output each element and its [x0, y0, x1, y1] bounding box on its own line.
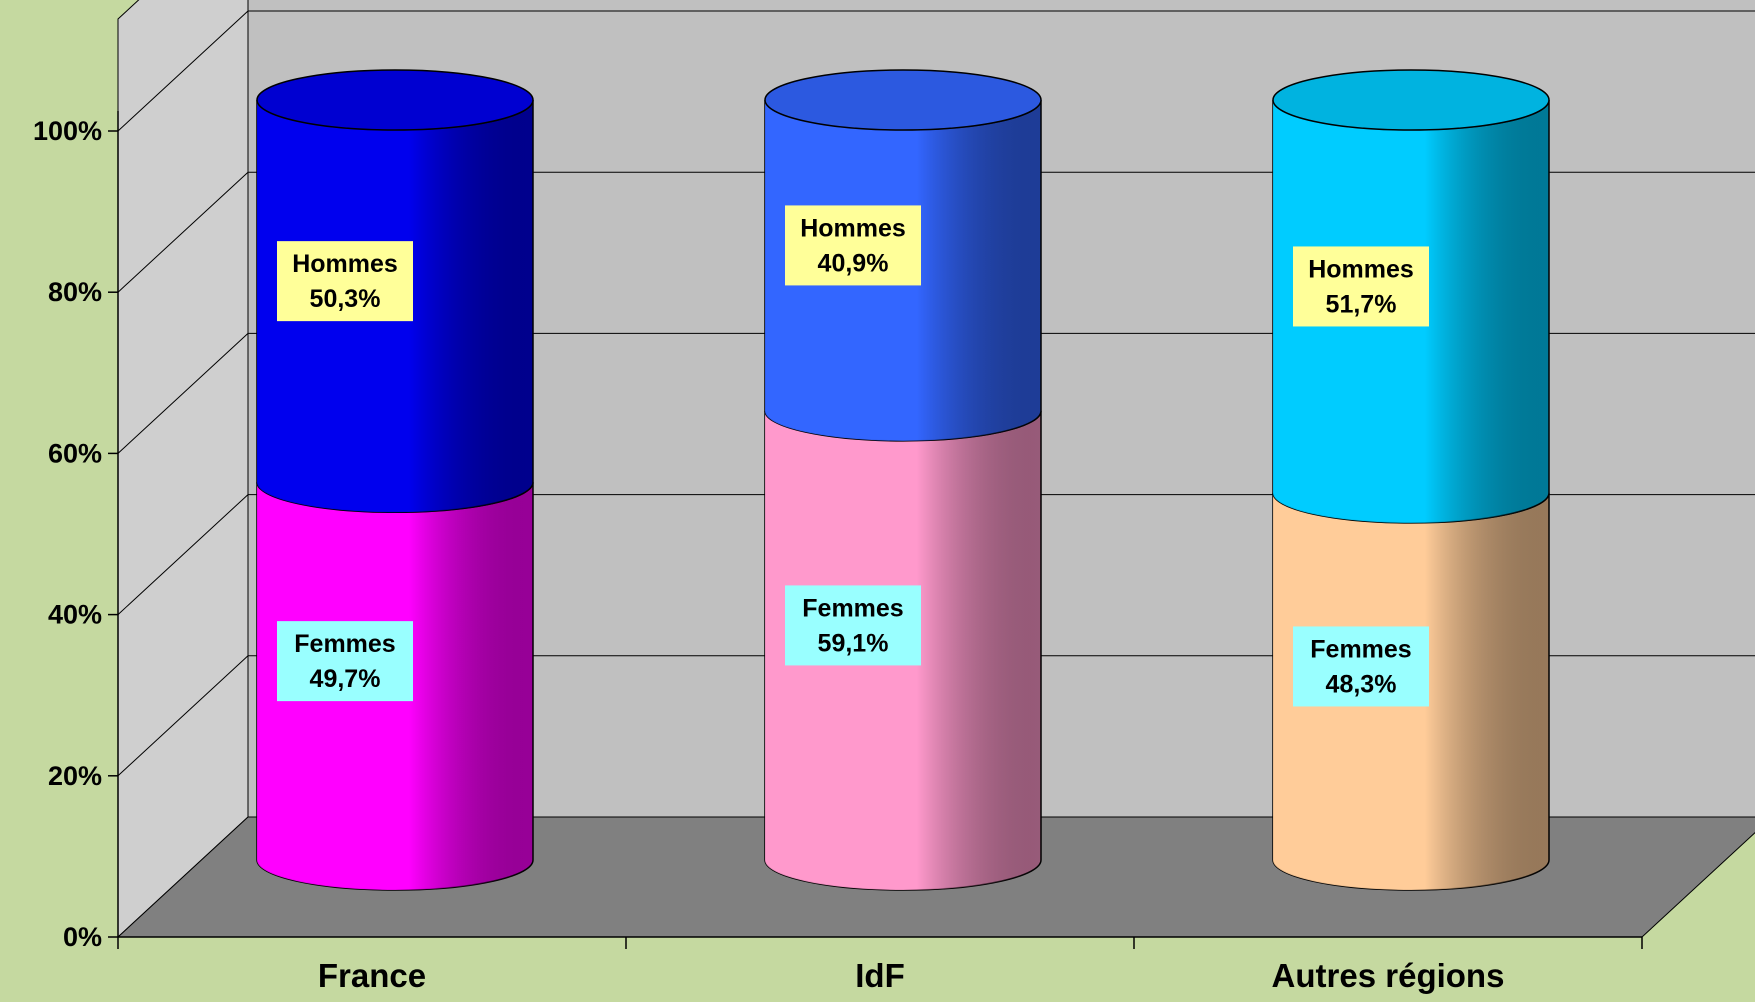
- data-label-name-femmes-1: Femmes: [802, 594, 903, 622]
- y-tick-label: 100%: [33, 116, 102, 146]
- y-tick-label: 80%: [48, 277, 102, 307]
- data-label-value-hommes-0: 50,3%: [310, 285, 381, 313]
- gridline-side: [117, 171, 249, 293]
- y-tick-label: 60%: [48, 438, 102, 468]
- bar-top-shade-hommes-2: [1273, 70, 1549, 130]
- data-label-value-hommes-1: 40,9%: [818, 249, 889, 277]
- data-label-box-femmes-1: [785, 585, 921, 666]
- gridline-side: [117, 10, 249, 132]
- bar-top-shade-hommes-0: [257, 70, 533, 130]
- y-tick-label: 40%: [48, 600, 102, 630]
- category-label: France: [318, 957, 426, 994]
- data-label-box-hommes-0: [277, 241, 413, 322]
- side-wall: [117, 0, 249, 939]
- bar-top-hommes-1: [764, 69, 1042, 131]
- bar-top-hommes-2: [1272, 69, 1550, 131]
- data-label-value-femmes-2: 48,3%: [1326, 670, 1397, 698]
- data-label-box-hommes-2: [1293, 246, 1429, 327]
- data-label-box-hommes-1: [785, 205, 921, 286]
- gridline-side: [117, 655, 249, 777]
- data-label-box-femmes-0: [277, 621, 413, 702]
- bar-top-shade-hommes-1: [765, 70, 1041, 130]
- axes: 0% 20% 40% 60% 80% 100% France IdF Autres région…: [33, 111, 1643, 994]
- y-tick-label: 0%: [63, 922, 102, 952]
- category-label: IdF: [855, 957, 904, 994]
- y-tick-label: 20%: [48, 761, 102, 791]
- bar-top-hommes-0: [256, 69, 534, 131]
- data-label-value-femmes-1: 59,1%: [818, 629, 889, 657]
- data-label-name-femmes-2: Femmes: [1310, 635, 1411, 663]
- gridline-side: [117, 333, 249, 454]
- bars: [256, 69, 1550, 891]
- data-labels: Femmes 49,7% Hommes 50,3% Femmes 59,1% Hommes 4…: [277, 205, 1429, 707]
- data-label-name-hommes-1: Hommes: [800, 214, 906, 242]
- data-label-box-femmes-2: [1293, 626, 1429, 707]
- data-label-value-hommes-2: 51,7%: [1326, 290, 1397, 318]
- data-label-name-hommes-2: Hommes: [1308, 255, 1414, 283]
- gridline-side: [117, 494, 249, 615]
- data-label-value-femmes-0: 49,7%: [310, 665, 381, 693]
- data-label-name-hommes-0: Hommes: [292, 250, 398, 278]
- category-label: Autres régions: [1272, 957, 1505, 994]
- data-label-name-femmes-0: Femmes: [294, 630, 395, 658]
